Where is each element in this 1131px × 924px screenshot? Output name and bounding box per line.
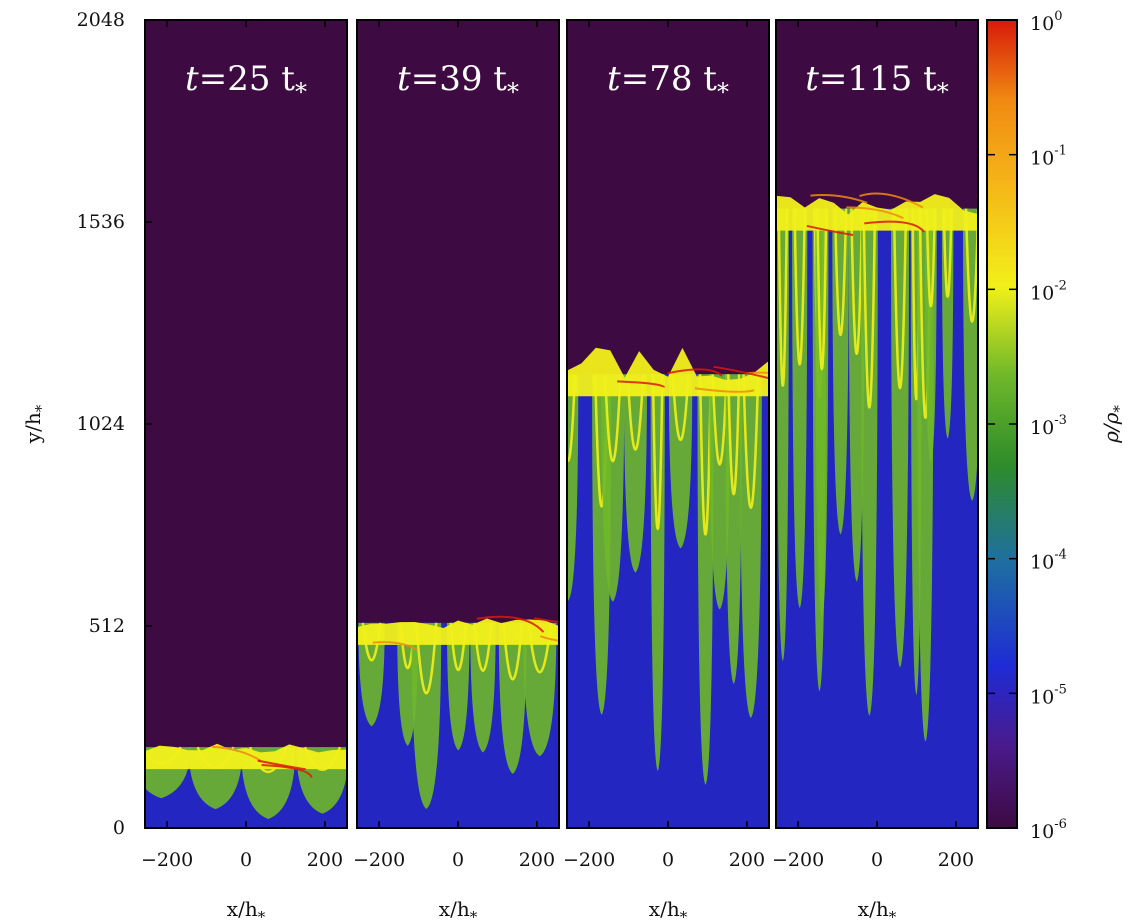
- x-axes: −200 0 200 x/h* −200 0 200 x/h* −200 0 200 x/h* −200…: [141, 20, 974, 924]
- plume-edge: [502, 622, 524, 681]
- plume: [623, 374, 648, 573]
- colorbar-tick-label: 10-6: [1030, 817, 1067, 843]
- colorbar: 100 10-1 10-2 10-3 10-4 10-5 10-6 ρ/ρ*: [986, 9, 1128, 843]
- plume-edge: [850, 208, 864, 356]
- x-tick-label: −200: [772, 849, 824, 871]
- panel-t25: t=25 t*: [144, 19, 348, 829]
- y-tick-label: 0: [113, 817, 125, 839]
- x-tick-label: 200: [938, 849, 974, 871]
- plume-edge: [626, 374, 645, 451]
- dense-streak: [846, 206, 904, 220]
- plot-panels: t=25 t* t=39 t* t=78 t* t=115 t*: [144, 19, 979, 829]
- x-tick-label: 200: [519, 849, 555, 871]
- y-tick-label: 1024: [77, 413, 125, 435]
- y-tick-label: 2048: [77, 9, 125, 31]
- y-axis: 0 512 1024 1536 2048 y/h*: [21, 9, 152, 839]
- panel-background: [145, 20, 347, 828]
- panel-title: t=39 t*: [397, 59, 519, 106]
- plume-edge: [964, 208, 978, 323]
- colorbar-label: ρ/ρ*: [1099, 405, 1128, 444]
- plume-edge: [892, 208, 908, 390]
- front-layer: [145, 743, 347, 770]
- front-layer: [357, 618, 559, 645]
- plume-edge: [651, 374, 664, 530]
- dense-streak: [864, 220, 925, 233]
- plume: [358, 622, 385, 727]
- dense-streak: [694, 387, 755, 393]
- panel-title: t=115 t*: [805, 59, 949, 106]
- plume: [411, 622, 442, 809]
- plume: [963, 208, 978, 501]
- dense-streak: [534, 617, 559, 623]
- colorbar-tick-label: 100: [1030, 9, 1062, 35]
- dense-streak: [261, 764, 313, 779]
- plume-edge: [671, 374, 690, 442]
- dense-streak: [859, 192, 924, 209]
- plume: [446, 622, 470, 751]
- dense-streak: [540, 635, 559, 642]
- plume-edge: [727, 374, 741, 496]
- x-tick-label: −200: [563, 849, 615, 871]
- plume-edge: [862, 208, 877, 409]
- plume-edge: [415, 622, 438, 695]
- x-tick-label: 200: [729, 849, 765, 871]
- plume: [470, 622, 496, 753]
- plume: [567, 374, 579, 601]
- dense-streak: [810, 193, 868, 204]
- colorbar-tick-label: 10-1: [1030, 144, 1067, 170]
- plume-edge: [567, 374, 577, 463]
- colorbar-tick-label: 10-5: [1030, 682, 1067, 708]
- y-axis-label: y/h*: [21, 404, 50, 444]
- x-tick-label: −200: [141, 849, 193, 871]
- dense-streak: [667, 368, 723, 377]
- x-tick-label: 0: [452, 849, 464, 871]
- dense-streak: [372, 641, 418, 651]
- front-layer: [776, 194, 978, 231]
- x-axis-label: x/h*: [439, 897, 478, 924]
- y-tick-label: 512: [89, 615, 125, 637]
- dense-streak: [713, 365, 769, 380]
- dense-streak: [746, 371, 769, 375]
- plume-edge: [942, 208, 953, 298]
- plume-edge: [711, 374, 728, 466]
- x-tick-label: 0: [662, 849, 674, 871]
- dense-streak: [806, 224, 854, 236]
- x-tick-label: 0: [240, 849, 252, 871]
- dense-streak: [476, 615, 545, 633]
- plume-edge: [698, 374, 713, 536]
- x-tick-label: −200: [353, 849, 405, 871]
- dense-streak: [257, 759, 307, 771]
- plume-edge: [816, 208, 828, 371]
- dense-streak: [617, 380, 666, 389]
- panel-title: t=25 t*: [185, 59, 307, 106]
- front-layer: [567, 347, 769, 397]
- x-axis-label: x/h*: [227, 897, 266, 924]
- plume: [668, 374, 693, 549]
- panel-t115: t=115 t*: [775, 19, 979, 829]
- y-tick-label: 1536: [77, 211, 125, 233]
- plume-edge: [603, 374, 622, 463]
- x-axis-label: x/h*: [858, 897, 897, 924]
- plume-edge: [833, 208, 848, 336]
- panel-title: t=78 t*: [607, 59, 729, 106]
- colorbar-tick-label: 10-2: [1030, 278, 1067, 304]
- plume: [523, 622, 557, 757]
- x-axis-label: x/h*: [649, 897, 688, 924]
- panel-t39: t=39 t*: [356, 19, 560, 829]
- plume-edge: [925, 208, 937, 308]
- dense-streak: [212, 745, 262, 762]
- plume-edge: [742, 374, 760, 509]
- plume-edge: [793, 208, 807, 366]
- colorbar-tick-label: 10-3: [1030, 413, 1067, 439]
- x-tick-label: 200: [307, 849, 343, 871]
- x-tick-label: 0: [871, 849, 883, 871]
- colorbar-tick-label: 10-4: [1030, 548, 1067, 574]
- plume-edge: [777, 208, 789, 387]
- plume: [498, 622, 527, 774]
- panel-t78: t=78 t*: [566, 19, 770, 829]
